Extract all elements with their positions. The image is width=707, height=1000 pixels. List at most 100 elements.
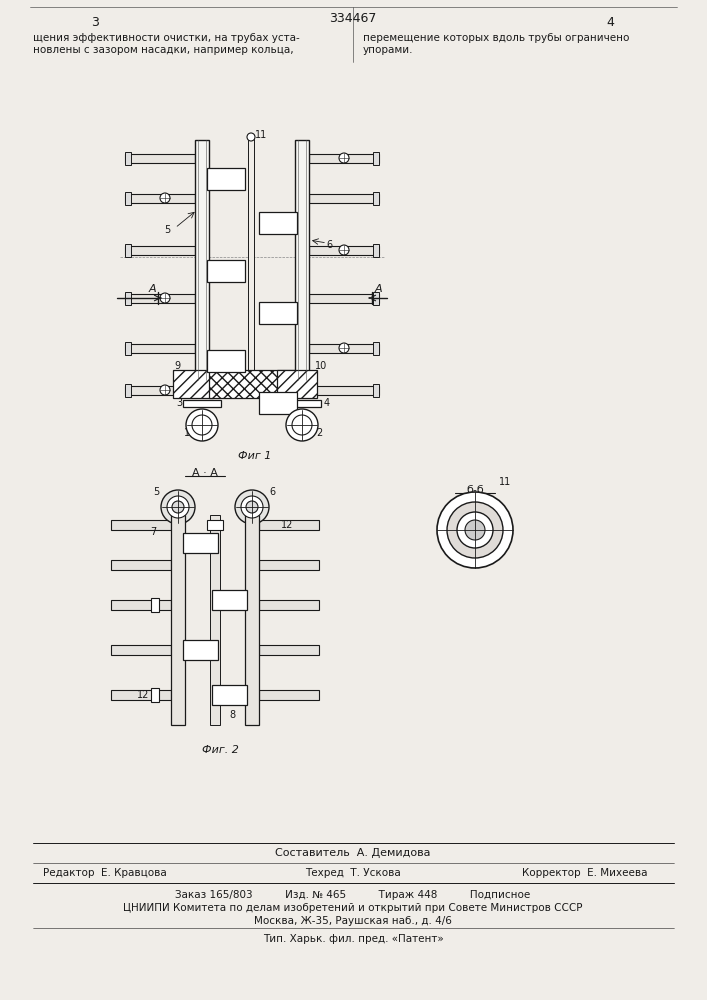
Text: Фиг 1: Фиг 1 <box>238 451 271 461</box>
Bar <box>125 246 195 255</box>
Bar <box>309 194 379 203</box>
Text: 11: 11 <box>255 130 267 140</box>
Text: Техред  Т. Ускова: Техред Т. Ускова <box>305 868 401 878</box>
Circle shape <box>235 490 269 524</box>
Bar <box>125 342 131 355</box>
Bar <box>277 370 317 398</box>
Text: 7: 7 <box>150 527 156 537</box>
Text: Корректор  Е. Михеева: Корректор Е. Михеева <box>522 868 648 878</box>
Bar <box>125 192 131 205</box>
Bar <box>173 370 213 398</box>
Bar <box>111 690 171 700</box>
Bar <box>125 194 195 203</box>
Bar <box>259 600 319 610</box>
Bar <box>125 294 195 303</box>
Bar <box>125 386 195 395</box>
Circle shape <box>447 502 503 558</box>
Text: Заказ 165/803          Изд. № 465          Тираж 448          Подписное: Заказ 165/803 Изд. № 465 Тираж 448 Подпи… <box>175 890 531 900</box>
Circle shape <box>160 293 170 303</box>
Text: 2: 2 <box>316 428 322 438</box>
Circle shape <box>161 490 195 524</box>
Circle shape <box>186 409 218 441</box>
Text: 334467: 334467 <box>329 11 377 24</box>
Bar <box>259 392 297 414</box>
Circle shape <box>241 496 263 518</box>
Bar <box>248 135 254 380</box>
Text: 3: 3 <box>176 398 182 408</box>
Text: ЦНИИПИ Комитета по делам изобретений и открытий при Совете Министров СССР: ЦНИИПИ Комитета по делам изобретений и о… <box>123 903 583 913</box>
Bar <box>212 590 247 610</box>
Bar <box>183 533 218 553</box>
Bar <box>171 515 185 725</box>
Bar <box>373 384 379 397</box>
Text: 12: 12 <box>281 520 293 530</box>
Bar <box>183 640 218 660</box>
Bar <box>125 384 131 397</box>
Bar <box>373 292 379 305</box>
Bar <box>125 154 195 163</box>
Text: 4: 4 <box>324 398 330 408</box>
Text: Тип. Харьк. фил. пред. «Патент»: Тип. Харьк. фил. пред. «Патент» <box>262 934 443 944</box>
Bar <box>259 645 319 655</box>
Bar <box>207 260 245 282</box>
Bar <box>373 342 379 355</box>
Text: 4: 4 <box>170 522 175 532</box>
Circle shape <box>246 501 258 513</box>
Circle shape <box>160 193 170 203</box>
Bar <box>111 520 171 530</box>
Circle shape <box>160 385 170 395</box>
Circle shape <box>339 245 349 255</box>
Text: Москва, Ж-35, Раушская наб., д. 4/6: Москва, Ж-35, Раушская наб., д. 4/6 <box>254 916 452 926</box>
Text: щения эффективности очистки, на трубах уста-
новлены с зазором насадки, например: щения эффективности очистки, на трубах у… <box>33 33 300 55</box>
Bar <box>111 645 171 655</box>
Bar <box>125 344 195 353</box>
Bar <box>125 152 131 165</box>
Circle shape <box>286 409 318 441</box>
Text: 9: 9 <box>174 361 180 371</box>
Bar <box>283 400 321 407</box>
Bar <box>210 515 220 725</box>
Bar <box>111 560 171 570</box>
Bar <box>373 152 379 165</box>
Bar <box>309 344 379 353</box>
Circle shape <box>172 501 184 513</box>
Bar <box>195 140 209 380</box>
Bar <box>245 515 259 725</box>
Text: 6: 6 <box>326 240 332 250</box>
Circle shape <box>465 520 485 540</box>
Bar <box>309 386 379 395</box>
Circle shape <box>339 343 349 353</box>
Circle shape <box>167 496 189 518</box>
Bar <box>259 560 319 570</box>
Circle shape <box>437 492 513 568</box>
Bar <box>309 154 379 163</box>
Bar <box>373 244 379 257</box>
Text: А: А <box>374 284 382 294</box>
Bar <box>183 400 221 407</box>
Bar <box>151 688 159 702</box>
Circle shape <box>192 415 212 435</box>
Circle shape <box>457 512 493 548</box>
Text: Фиг. 2: Фиг. 2 <box>201 745 238 755</box>
Bar <box>259 212 297 234</box>
Bar <box>207 350 245 372</box>
Text: А · А: А · А <box>192 468 218 478</box>
Circle shape <box>292 415 312 435</box>
Text: 1: 1 <box>184 428 190 438</box>
Bar <box>309 294 379 303</box>
Text: 4: 4 <box>606 15 614 28</box>
Bar <box>111 600 171 610</box>
Circle shape <box>339 153 349 163</box>
Bar <box>259 690 319 700</box>
Bar <box>309 246 379 255</box>
Text: А: А <box>148 284 156 294</box>
Bar <box>295 140 309 380</box>
Bar <box>209 370 295 398</box>
Text: Редактор  Е. Кравцова: Редактор Е. Кравцова <box>43 868 167 878</box>
Text: 3: 3 <box>91 15 99 28</box>
Bar <box>207 520 223 530</box>
Text: 5: 5 <box>164 225 170 235</box>
Text: б-б: б-б <box>466 485 484 495</box>
Circle shape <box>247 133 255 141</box>
Bar <box>151 598 159 612</box>
